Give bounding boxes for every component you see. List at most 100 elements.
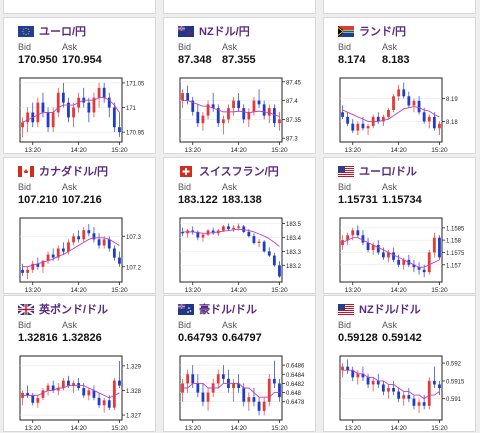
card-header[interactable]: NZドル/ドル [338,302,421,316]
flag-icon [338,25,354,37]
pair-title[interactable]: カナダドル/円 [39,166,109,178]
candle-body [272,378,276,384]
moving-average-line [22,97,120,123]
rate-card[interactable]: スイスフラン/円 Bid Ask 183.122 183.138 183.5 183.4 18… [163,157,316,294]
pair-title[interactable]: 英ポンド/ドル [39,304,109,316]
flag-icon [178,303,194,315]
flag-icon [338,165,354,177]
rate-card[interactable]: 豪ドル/ドル Bid Ask 0.64793 0.64797 0.6486 0.6484 0.… [163,295,316,432]
candle-body [102,87,106,98]
candlestick-chart: 87.45 87.4 87.35 87.3 13:20 14:20 15:20 [179,77,302,154]
flag-icon [18,303,34,315]
ask-value: 183.138 [222,194,262,206]
rate-card[interactable]: ユーロ/円 Bid Ask 170.950 170.954 171.05 171 170.95… [3,17,156,154]
pair-title[interactable]: 豪ドル/ドル [199,304,258,316]
ask-value: 87.355 [222,54,256,66]
candle-body [267,251,271,256]
flag-icon [180,165,192,177]
rate-card[interactable]: NZドル/ドル Bid Ask 0.59128 0.59142 0.592 0.5915 0.… [323,295,476,432]
ask-value: 1.15734 [382,194,422,206]
x-tick-label: 13:20 [25,425,42,432]
x-tick-label: 15:20 [111,287,128,294]
candle-body [407,96,411,106]
flag-icon [18,25,34,37]
x-tick-label: 13:20 [345,287,362,294]
y-tick-label: 171 [126,106,137,112]
candle-body [67,242,70,252]
candle-body [186,374,190,384]
candle-body [361,235,365,243]
candle-body [92,97,96,113]
rate-card[interactable]: ランド/円 Bid Ask 8.174 8.183 8.19 8.18 13:20 14:20 1… [323,17,476,154]
x-tick-label: 15:20 [271,147,288,154]
candle-body [118,127,121,133]
candle-body [247,111,251,120]
y-tick-label: 1.1575 [446,251,465,257]
x-tick-label: 14:20 [391,425,408,432]
candle-body [102,400,106,406]
candle-body [381,252,385,258]
card-header[interactable]: NZドル/円 [178,24,250,38]
candle-body [206,230,210,235]
candle-body [267,108,271,116]
ask-label: Ask [62,320,78,330]
candle-body [376,245,380,253]
rate-card[interactable]: カナダドル/円 Bid Ask 107.210 107.216 107.3 107.2 13:… [3,157,156,294]
candle-body [371,380,375,385]
pair-title[interactable]: ユーロ/ドル [359,166,418,178]
flag-icon [18,165,34,177]
candle-body [252,397,256,402]
y-tick-label: 87.45 [286,80,302,86]
candle-body [56,388,60,391]
card-header[interactable]: ユーロ/ドル [338,164,417,178]
candle-body [417,100,421,113]
ask-value: 0.59142 [382,332,422,344]
candle-body [237,383,241,388]
candle-body [427,116,431,122]
pair-title[interactable]: NZドル/円 [199,26,250,38]
bid-value: 170.950 [18,54,58,66]
y-tick-label: 0.6482 [286,382,305,388]
candle-body [262,401,266,411]
y-tick-label: 0.6478 [286,400,305,406]
candlestick-chart: 1.329 1.328 1.327 13:20 14:20 15:20 [19,355,142,432]
candle-body [397,391,401,399]
candlestick-chart: 1.1585 1.158 1.1575 1.157 13:20 14:20 15:20 [339,217,465,294]
candle-body [107,400,111,408]
pair-title[interactable]: スイスフラン/円 [199,166,279,178]
moving-average-line [182,228,280,247]
card-header[interactable]: 豪ドル/ドル [178,302,257,316]
candle-body [72,107,75,118]
candle-body [61,380,65,388]
candle-body [361,123,365,129]
pair-title[interactable]: ランド/円 [359,26,407,38]
y-tick-label: 0.592 [446,362,462,368]
candle-body [252,100,256,112]
candle-body [341,366,344,371]
candle-body [118,380,121,386]
candle-body [257,100,261,105]
candle-body [272,255,276,266]
pair-title[interactable]: ユーロ/円 [39,26,87,38]
candle-body [232,383,235,388]
moving-average-line [342,106,440,122]
candle-body [56,92,60,113]
candle-body [118,257,121,264]
card-header[interactable]: 英ポンド/ドル [18,302,108,316]
rate-card[interactable]: 英ポンド/ドル Bid Ask 1.32816 1.32826 1.329 1.328 1.3… [3,295,156,432]
card-header[interactable]: スイスフラン/円 [178,164,279,178]
card-header[interactable]: ユーロ/円 [18,24,86,38]
candle-body [412,100,416,106]
card-header[interactable]: ランド/円 [338,24,406,38]
bid-value: 8.174 [338,54,366,66]
candle-body [422,402,426,406]
candle-body [72,236,75,243]
candle-body [206,104,210,116]
card-header[interactable]: カナダドル/円 [18,164,108,178]
ask-value: 107.216 [62,194,102,206]
rate-card[interactable]: NZドル/円 Bid Ask 87.348 87.355 87.45 87.4 87.35 87… [163,17,316,154]
y-tick-label: 1.329 [126,364,142,370]
candle-body [278,265,281,277]
rate-card[interactable]: ユーロ/ドル Bid Ask 1.15731 1.15734 1.1585 1.158 1.1… [323,157,476,294]
pair-title[interactable]: NZドル/ドル [359,304,421,316]
